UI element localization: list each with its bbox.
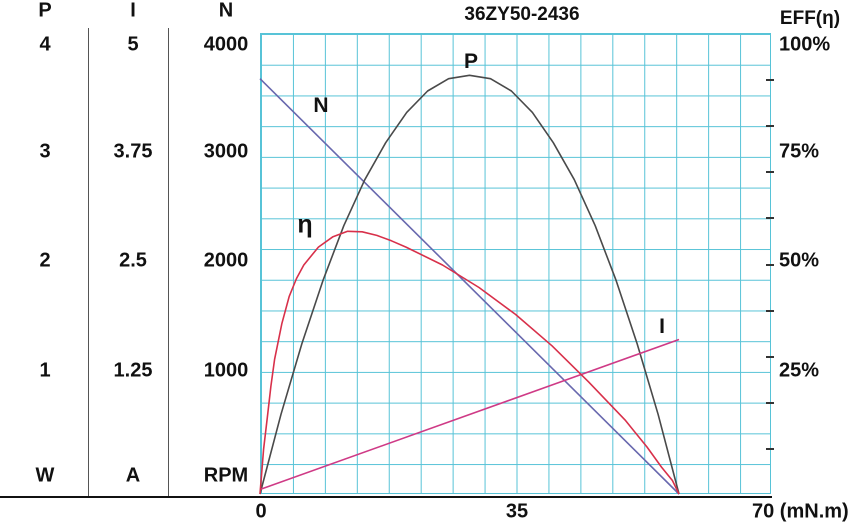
right-minor-tick: [766, 264, 774, 266]
x-tick-35: 35: [505, 500, 529, 523]
curves-canvas: [259, 74, 680, 495]
current-tick-375: 3.75: [113, 140, 153, 163]
efficiency-tick-50: 50%: [779, 249, 820, 272]
power-curve-label: P: [463, 50, 479, 73]
efficiency-curve-label: η: [297, 210, 313, 239]
current-column-header: I: [130, 0, 136, 22]
power-unit-label: W: [35, 464, 55, 487]
current-tick-125: 1.25: [113, 359, 153, 382]
plot-grid: [260, 33, 771, 494]
curve-η: [259, 230, 680, 495]
speed-unit-label: RPM: [203, 464, 249, 487]
curve-P: [259, 74, 680, 495]
current-tick-5: 5: [127, 33, 139, 56]
power-tick-3: 3: [39, 140, 51, 163]
right-minor-tick: [766, 402, 774, 404]
table-divider-1: [88, 28, 89, 497]
right-minor-tick: [766, 171, 774, 173]
x-axis-end-label: 70 (mN.m): [752, 500, 849, 523]
x-axis-line: [0, 496, 772, 498]
table-divider-2: [168, 28, 169, 497]
efficiency-tick-100: 100%: [779, 33, 831, 56]
curve-I: [259, 338, 680, 491]
current-unit-label: A: [125, 464, 141, 487]
right-minor-tick: [766, 448, 774, 450]
right-minor-tick: [766, 217, 774, 219]
speed-tick-3000: 3000: [203, 140, 249, 163]
speed-curve-label: N: [313, 94, 329, 117]
x-tick-0: 0: [255, 500, 267, 523]
current-curve-label: I: [659, 315, 665, 338]
chart-title: 36ZY50-2436: [464, 4, 580, 25]
curve-N: [259, 78, 680, 495]
current-tick-25: 2.5: [119, 249, 147, 272]
efficiency-tick-25: 25%: [779, 359, 820, 382]
speed-tick-2000: 2000: [203, 249, 249, 272]
power-tick-2: 2: [39, 249, 51, 272]
right-minor-tick: [766, 310, 774, 312]
right-minor-tick: [766, 356, 774, 358]
speed-tick-1000: 1000: [203, 359, 249, 382]
power-column-header: P: [38, 0, 52, 22]
speed-column-header: N: [218, 0, 234, 22]
right-minor-tick: [766, 125, 774, 127]
speed-tick-4000: 4000: [203, 33, 249, 56]
right-minor-tick: [766, 79, 774, 81]
power-tick-4: 4: [39, 33, 51, 56]
efficiency-axis-label: EFF(η): [779, 8, 841, 29]
efficiency-tick-75: 75%: [779, 140, 820, 163]
power-tick-1: 1: [39, 359, 51, 382]
